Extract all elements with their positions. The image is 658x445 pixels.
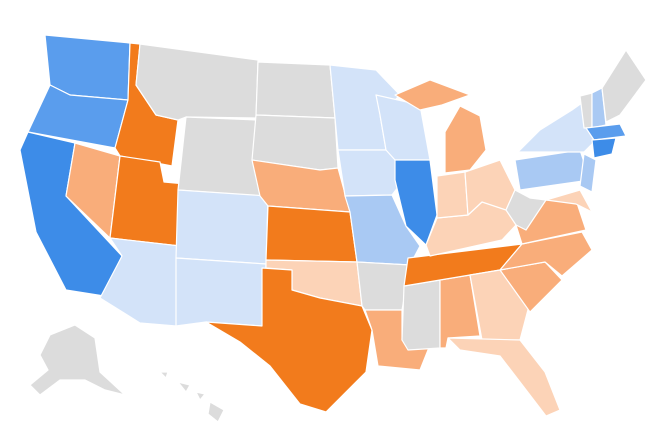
state: [447, 337, 561, 417]
state: [591, 87, 607, 129]
state: [545, 189, 593, 213]
state: [344, 194, 421, 266]
state: [514, 149, 591, 191]
state: [591, 137, 617, 159]
state: [585, 123, 627, 141]
state: [29, 324, 126, 396]
state: [251, 159, 351, 213]
state: [444, 105, 487, 174]
state: [175, 257, 267, 327]
state: [175, 189, 269, 265]
state: [135, 43, 259, 121]
state: [356, 261, 411, 311]
state: [109, 155, 187, 247]
state: [579, 153, 597, 193]
state: [436, 171, 469, 219]
state: [159, 371, 169, 379]
state: [205, 267, 373, 413]
state: [177, 381, 191, 393]
state: [394, 79, 471, 111]
state: [255, 61, 336, 119]
state: [601, 49, 647, 123]
state: [177, 116, 261, 197]
state: [195, 391, 206, 401]
state: [207, 401, 225, 423]
state: [364, 309, 431, 371]
state: [265, 205, 358, 263]
state: [401, 279, 441, 351]
